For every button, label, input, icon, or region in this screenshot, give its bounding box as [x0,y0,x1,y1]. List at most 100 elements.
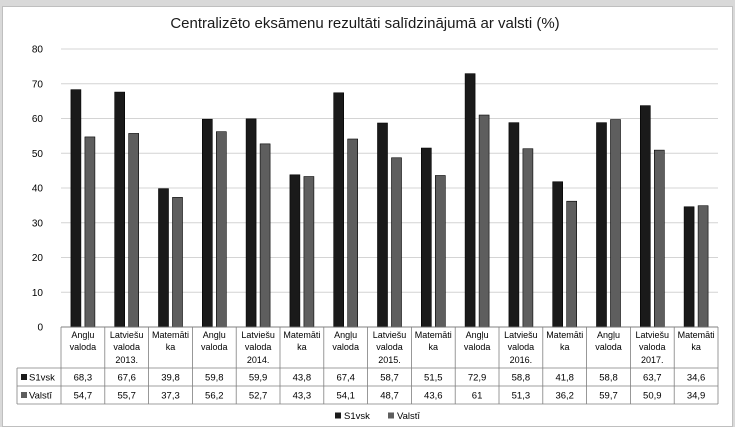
bar-school [377,122,388,328]
bar-school [202,118,213,328]
category-label: Angļu [466,330,489,340]
data-label: 51,3 [512,391,531,402]
legend-key-icon [21,374,27,380]
category-label: Latviešu [636,330,670,340]
bar-school [114,91,125,328]
data-label: 59,8 [205,373,224,384]
y-tick-label: 70 [32,79,44,90]
y-tick-label: 60 [32,114,44,125]
data-label: 43,6 [424,391,443,402]
data-label: 52,7 [249,391,268,402]
data-label: 55,7 [117,391,136,402]
y-tick-label: 10 [32,288,44,299]
category-label: Matemāti [546,330,583,340]
data-label: 59,9 [249,373,268,384]
data-label: 36,2 [555,391,574,402]
bar-school [420,147,432,328]
bar-state [84,136,96,328]
data-label: 58,8 [599,373,618,384]
category-label: ka [429,342,439,352]
y-tick-label: 20 [32,253,44,264]
data-label: 58,7 [380,373,399,384]
category-label: Angļu [71,330,94,340]
category-label: valoda [332,342,359,352]
data-label: 59,7 [599,391,618,402]
category-label: Matemāti [152,330,189,340]
category-label: Angļu [334,330,357,340]
data-label: 67,4 [336,373,355,384]
data-label: 41,8 [555,373,574,384]
y-tick-label: 0 [37,323,43,334]
category-label: Latviešu [373,330,407,340]
data-label: 67,6 [117,373,136,384]
chart-title: Centralizēto eksāmenu rezultāti salīdzin… [170,15,559,32]
bar-state [522,148,534,328]
category-label: valoda [201,342,228,352]
category-label: valoda [508,342,535,352]
bar-state [347,138,359,328]
data-label: 61 [472,391,483,402]
data-label: 43,3 [293,391,312,402]
bar-state [697,205,709,328]
category-label: Latviešu [110,330,144,340]
data-label: 43,8 [293,373,312,384]
data-label: 37,3 [161,391,180,402]
data-label: 51,5 [424,373,443,384]
row-label: S1vsk [29,373,55,384]
category-label: Angļu [203,330,226,340]
legend-key-icon [21,392,27,398]
data-label: 68,3 [74,373,93,384]
category-label: Matemāti [283,330,320,340]
data-label: 72,9 [468,373,487,384]
category-label: valoda [376,342,403,352]
category-label: valoda [464,342,491,352]
category-label: Latviešu [241,330,275,340]
data-label: 58,8 [512,373,531,384]
bar-school [289,174,301,328]
bar-school [333,92,345,328]
data-label: 56,2 [205,391,224,402]
bar-state [610,119,621,328]
y-tick-label: 50 [32,149,44,160]
bar-school [70,89,82,328]
bar-state [172,197,183,328]
category-label: ka [166,342,176,352]
data-label: 63,7 [643,373,662,384]
bar-school [464,73,476,328]
bar-school [596,122,607,328]
data-label: 54,7 [74,391,93,402]
category-label: Angļu [597,330,620,340]
data-label: 39,8 [161,373,180,384]
data-label: 50,9 [643,391,662,402]
data-label: 34,6 [687,373,706,384]
category-label: valoda [70,342,97,352]
category-label: ka [297,342,307,352]
year-label: 2015. [378,355,401,365]
bar-school [552,181,564,328]
row-label: Valstī [29,391,52,402]
bar-school [245,118,257,328]
legend-swatch [388,412,394,419]
category-label: valoda [595,342,622,352]
legend-label: Valstī [397,411,420,422]
bar-school [508,122,520,328]
bar-state [653,149,665,328]
year-label: 2013. [115,355,138,365]
category-label: valoda [639,342,666,352]
category-label: Latviešu [504,330,538,340]
bar-state [216,131,227,328]
category-label: Matemāti [415,330,452,340]
year-label: 2017. [641,355,664,365]
bar-school [158,188,169,328]
bar-state [391,157,402,328]
bar-state [566,200,578,328]
legend-swatch [335,412,341,419]
category-label: Matemāti [678,330,715,340]
bar-state [259,143,271,328]
category-label: valoda [245,342,272,352]
legend-label: S1vsk [344,411,370,422]
y-tick-label: 40 [32,184,44,195]
y-tick-label: 30 [32,218,44,229]
bar-state [128,133,139,328]
